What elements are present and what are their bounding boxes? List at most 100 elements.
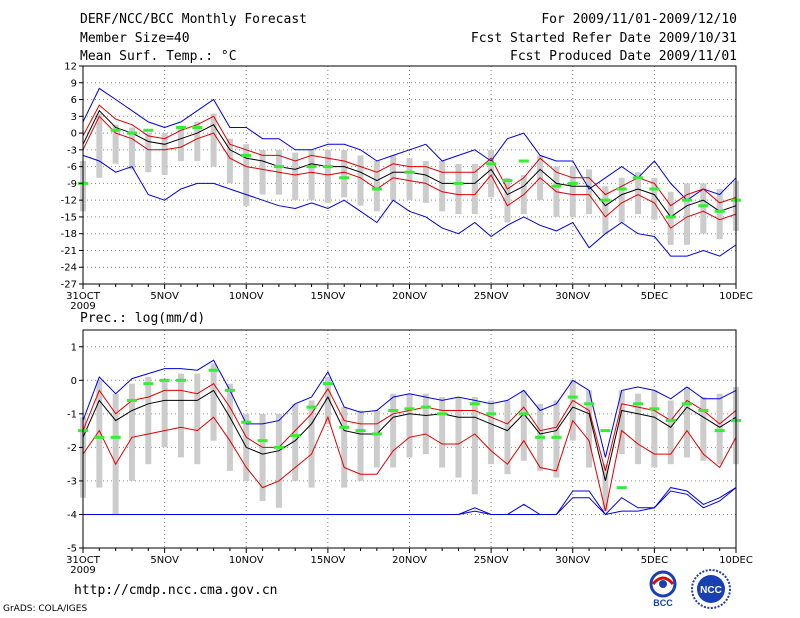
temperature-spread-box [112, 124, 119, 164]
precipitation-spread-box [684, 387, 691, 458]
precipitation-spread-box [520, 390, 527, 461]
produced-date: Fcst Produced Date 2009/11/01 [510, 49, 737, 64]
precipitation-spread-box [569, 380, 576, 441]
precipitation-ytick-label: 1 [71, 342, 77, 353]
temperature-spread-box [243, 144, 250, 206]
precipitation-obs-marker [616, 486, 627, 490]
precipitation-spread-box [471, 397, 478, 495]
temperature-xtick-label: 10NOV [229, 291, 264, 302]
precipitation-obs-marker [404, 407, 415, 411]
temperature-obs-marker [404, 170, 415, 174]
temperature-obs-marker [273, 165, 284, 169]
precipitation-spread-box [422, 393, 429, 455]
temperature-spread-box [96, 113, 103, 178]
temperature-xtick-label: 15NOV [311, 291, 346, 302]
member-size-label: Member Size=40 [80, 31, 190, 46]
precipitation-ytick-label: -2 [67, 443, 77, 454]
temperature-xtick-label: 5NOV [150, 291, 179, 302]
precipitation-spread-box [145, 376, 152, 465]
temperature-spread-box [635, 172, 642, 215]
precipitation-obs-marker [339, 425, 350, 429]
start-refer-date: Fcst Started Refer Date 2009/10/31 [470, 31, 737, 46]
precipitation-xtick-sublabel: 2009 [70, 565, 95, 576]
temperature-obs-marker [682, 198, 693, 202]
temperature-obs-marker [649, 187, 660, 191]
precipitation-obs-marker [224, 388, 235, 392]
temperature-series-pct90 [82, 104, 737, 207]
precipitation-obs-marker [665, 419, 676, 423]
temperature-obs-marker [600, 198, 611, 202]
bcc-logo-text: BCC [653, 598, 673, 608]
precipitation-spread-box [667, 400, 674, 465]
temperature-series-max [82, 87, 737, 201]
precipitation-spread-box [373, 410, 380, 468]
temperature-spread-box [455, 163, 462, 215]
precipitation-obs-marker [371, 432, 382, 436]
temperature-ytick-label: -21 [61, 246, 77, 257]
temperature-spread-box [177, 127, 184, 162]
precipitation-panel-title: Prec.: log(mm/d) [80, 311, 205, 326]
temperature-obs-marker [175, 125, 186, 129]
precipitation-ytick-label: -1 [67, 409, 77, 420]
temperature-ytick-label: -6 [67, 162, 77, 173]
precipitation-xtick-label: 31OCT [66, 555, 101, 566]
precipitation-spread-box [292, 403, 299, 481]
temperature-obs-marker [241, 153, 252, 157]
precipitation-spread-box [618, 390, 625, 455]
precipitation-obs-marker [486, 412, 497, 416]
temperature-obs-marker [502, 179, 513, 183]
precipitation-obs-marker [682, 402, 693, 406]
precipitation-obs-marker [600, 429, 611, 433]
temperature-xtick-label: 20NOV [392, 291, 427, 302]
temperature-spread-box [422, 161, 429, 203]
precipitation-spread-box [341, 407, 348, 488]
grads-credit: GrADS: COLA/IGES [3, 604, 88, 614]
temperature-ytick-label: -18 [61, 229, 77, 240]
temperature-xtick-label: 5DEC [641, 291, 668, 302]
temperature-ytick-label: -9 [67, 179, 77, 190]
temperature-spread-box [128, 127, 135, 170]
precipitation-spread-box [357, 410, 364, 481]
precipitation-obs-marker [388, 408, 399, 412]
temperature-spread-box [504, 177, 511, 223]
precipitation-spread-box [553, 400, 560, 478]
precipitation-spread-box [112, 393, 119, 515]
temperature-obs-marker [192, 125, 203, 129]
temperature-spread-box [716, 188, 723, 240]
precipitation-spread-box [275, 413, 282, 508]
precipitation-spread-box [455, 397, 462, 478]
precipitation-xtick-label: 15NOV [311, 555, 346, 566]
temperature-spread-box [569, 166, 576, 217]
temperature-spread-box [145, 133, 152, 173]
precipitation-spread-box [602, 464, 609, 512]
precipitation-obs-marker [143, 382, 154, 386]
temperature-spread-box [602, 186, 609, 234]
bcc-logo-icon: BCC [649, 570, 677, 608]
precipitation-spread-box [406, 393, 413, 458]
temperature-obs-marker [665, 215, 676, 219]
temperature-xtick-label: 10DEC [719, 291, 753, 302]
temperature-series-pct10 [82, 115, 737, 229]
temperature-obs-marker [143, 128, 154, 132]
precipitation-obs-marker [126, 398, 137, 402]
source-url[interactable]: http://cmdp.ncc.cma.gov.cn [74, 583, 278, 598]
precipitation-obs-marker [208, 368, 219, 372]
precipitation-obs-marker [290, 434, 301, 438]
precipitation-obs-marker [257, 439, 268, 443]
precipitation-obs-marker [437, 412, 448, 416]
precipitation-spread-box [390, 393, 397, 468]
precipitation-spread-box [96, 380, 103, 488]
temperature-ytick-label: 9 [71, 78, 77, 89]
precipitation-spread-box [161, 380, 168, 448]
temperature-spread-box [586, 169, 593, 215]
precipitation-obs-marker [698, 408, 709, 412]
precipitation-xtick-label: 20NOV [392, 555, 427, 566]
temperature-ytick-label: -24 [61, 263, 77, 274]
precipitation-ytick-label: 0 [71, 376, 77, 387]
temperature-series-min [82, 154, 737, 257]
temperature-spread-box [684, 183, 691, 245]
precipitation-spread-box [488, 400, 495, 465]
precipitation-obs-marker [175, 378, 186, 382]
precipitation-spread-box [177, 373, 184, 458]
